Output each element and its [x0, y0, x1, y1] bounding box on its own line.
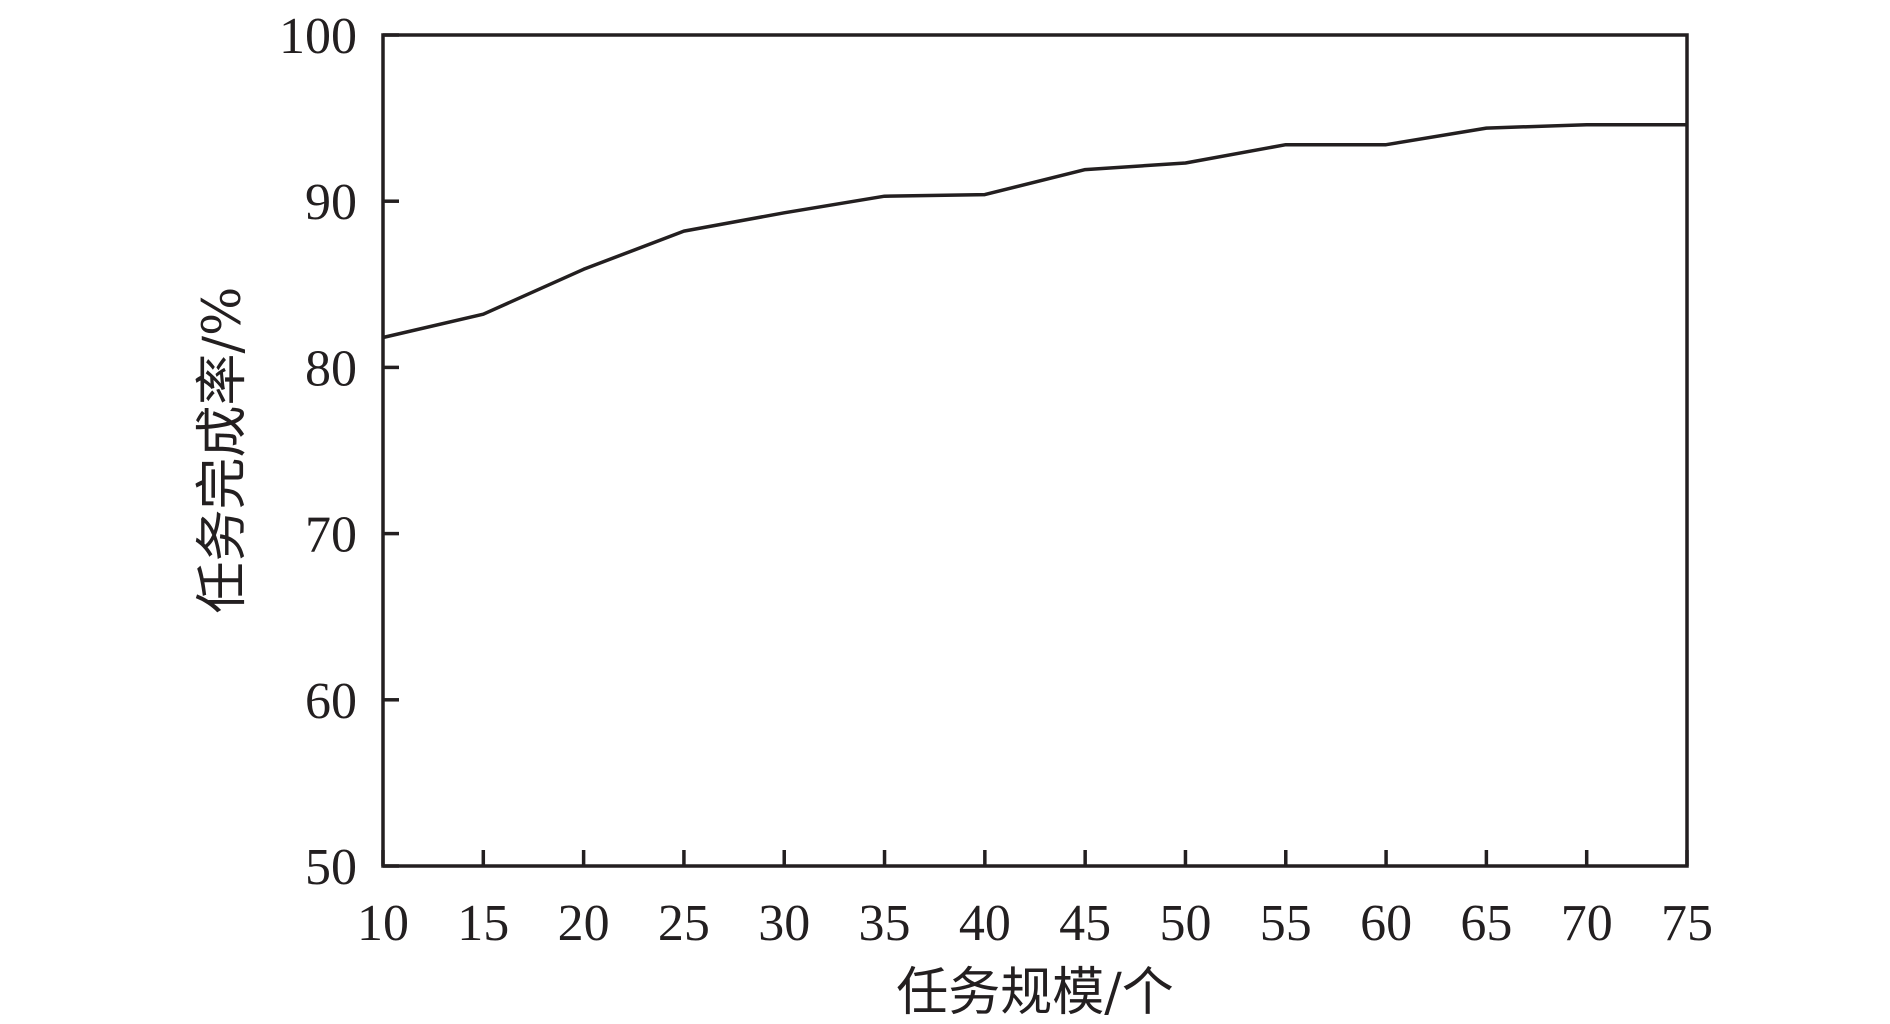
x-tick-label: 45	[1059, 895, 1111, 952]
x-tick-label: 75	[1661, 895, 1713, 952]
y-tick-label: 100	[279, 8, 357, 65]
x-tick-label: 65	[1460, 895, 1512, 952]
x-tick-label: 10	[357, 895, 409, 952]
y-axis-tick-labels: 50 60 70 80 90 100	[279, 8, 357, 896]
x-tick-label: 55	[1260, 895, 1312, 952]
x-axis-tick-labels: 10 15 20 25 30 35 40 45 50 55 60 65 70 75	[357, 895, 1713, 952]
x-tick-label: 20	[558, 895, 610, 952]
x-tick-label: 60	[1360, 895, 1412, 952]
x-axis-title: 任务规模/个	[896, 963, 1174, 1023]
x-axis-ticks	[381, 850, 1689, 866]
x-tick-label: 35	[859, 895, 911, 952]
series-layer	[382, 122, 1687, 340]
x-tick-label: 50	[1159, 895, 1211, 952]
x-tick-label: 70	[1561, 895, 1613, 952]
x-tick-label: 30	[758, 895, 810, 952]
series-line	[382, 122, 1687, 340]
x-tick-label: 25	[658, 895, 710, 952]
x-tick-label: 15	[457, 895, 509, 952]
y-tick-label: 70	[305, 507, 357, 564]
y-axis-title: 任务完成率/%	[193, 287, 253, 614]
plot-area	[381, 33, 1689, 868]
y-tick-label: 60	[305, 673, 357, 730]
x-tick-label: 40	[959, 895, 1011, 952]
y-tick-label: 80	[305, 340, 357, 397]
plot-frame	[381, 33, 1689, 868]
y-tick-label: 90	[305, 174, 357, 231]
y-axis-ticks	[383, 33, 399, 868]
y-tick-label: 50	[305, 839, 357, 896]
